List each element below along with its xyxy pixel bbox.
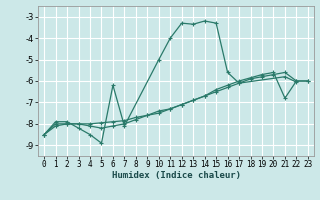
X-axis label: Humidex (Indice chaleur): Humidex (Indice chaleur): [111, 171, 241, 180]
